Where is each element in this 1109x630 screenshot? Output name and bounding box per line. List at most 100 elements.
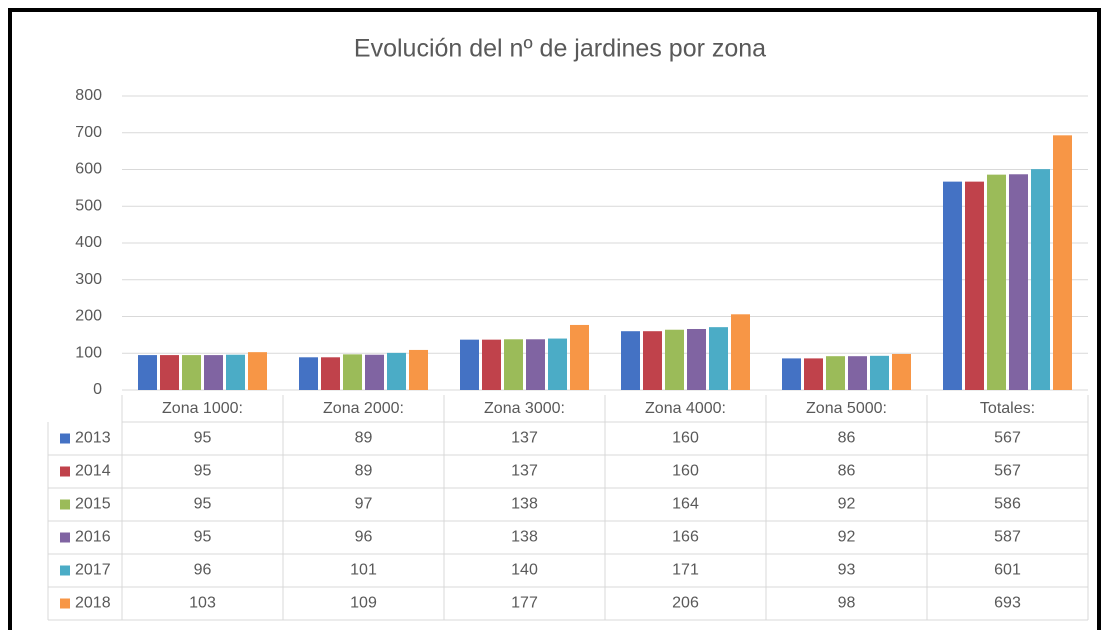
y-tick-label: 300 [75, 271, 102, 288]
x-tick-label: Totales: [980, 400, 1035, 417]
table-cell: 567 [994, 463, 1021, 480]
legend-swatch [60, 532, 70, 543]
bar [965, 181, 984, 390]
bar [826, 356, 845, 390]
bar [643, 331, 662, 390]
table-cell: 160 [672, 430, 699, 447]
table-cell: 587 [994, 529, 1021, 546]
table-cell: 137 [511, 463, 538, 480]
y-tick-label: 700 [75, 124, 102, 141]
legend-swatch [60, 466, 70, 477]
table-cell: 171 [672, 562, 699, 579]
table-cell: 95 [194, 529, 212, 546]
y-tick-label: 400 [75, 234, 102, 251]
bar [782, 358, 801, 390]
bar [482, 339, 501, 390]
table-cell: 96 [355, 529, 373, 546]
bar [182, 355, 201, 390]
table-cell: 95 [194, 496, 212, 513]
x-tick-label: Zona 3000: [484, 400, 565, 417]
y-tick-label: 0 [93, 381, 102, 398]
y-tick-label: 800 [75, 87, 102, 104]
table-cell: 103 [189, 595, 216, 612]
bar [570, 324, 589, 390]
chart-title: Evolución del nº de jardines por zona [354, 35, 766, 63]
bar [848, 356, 867, 390]
bar [987, 174, 1006, 390]
bar [943, 181, 962, 390]
table-cell: 586 [994, 496, 1021, 513]
bar [687, 328, 706, 390]
table-cell: 177 [511, 595, 538, 612]
x-tick-label: Zona 4000: [645, 400, 726, 417]
legend-label: 2016 [75, 529, 111, 546]
legend-swatch [60, 433, 70, 444]
table-cell: 97 [355, 496, 373, 513]
table-cell: 95 [194, 463, 212, 480]
bar [299, 357, 318, 390]
legend-label: 2014 [75, 463, 111, 480]
table-cell: 140 [511, 562, 538, 579]
bar [204, 355, 223, 390]
table-cell: 138 [511, 496, 538, 513]
bar [1009, 174, 1028, 390]
legend-label: 2018 [75, 595, 111, 612]
y-tick-label: 200 [75, 308, 102, 325]
bar [504, 339, 523, 390]
bar [138, 355, 157, 390]
table-cell: 160 [672, 463, 699, 480]
legend-swatch [60, 499, 70, 510]
bar [1031, 169, 1050, 390]
y-tick-label: 100 [75, 344, 102, 361]
x-tick-label: Zona 5000: [806, 400, 887, 417]
table-cell: 92 [838, 496, 856, 513]
bar [665, 329, 684, 390]
bar [548, 338, 567, 390]
bar [709, 327, 728, 390]
y-tick-label: 600 [75, 161, 102, 178]
bar [621, 331, 640, 390]
table-cell: 89 [355, 430, 373, 447]
table-cell: 601 [994, 562, 1021, 579]
x-tick-label: Zona 1000: [162, 400, 243, 417]
table-cell: 166 [672, 529, 699, 546]
table-cell: 95 [194, 430, 212, 447]
bar [804, 358, 823, 390]
bar [1053, 135, 1072, 390]
y-tick-label: 500 [75, 197, 102, 214]
bar [365, 354, 384, 390]
table-cell: 86 [838, 430, 856, 447]
bar [892, 353, 911, 390]
table-cell: 98 [838, 595, 856, 612]
legend-label: 2013 [75, 430, 111, 447]
bar [870, 355, 889, 390]
table-cell: 101 [350, 562, 377, 579]
bar [731, 314, 750, 390]
legend-label: 2015 [75, 496, 111, 513]
frame [8, 8, 1101, 630]
table-cell: 206 [672, 595, 699, 612]
bar [343, 354, 362, 390]
legend-label: 2017 [75, 562, 111, 579]
table-cell: 86 [838, 463, 856, 480]
legend-swatch [60, 565, 70, 576]
x-tick-label: Zona 2000: [323, 400, 404, 417]
table-cell: 137 [511, 430, 538, 447]
table-cell: 567 [994, 430, 1021, 447]
table-cell: 89 [355, 463, 373, 480]
table-cell: 96 [194, 562, 212, 579]
bar [460, 339, 479, 390]
table-cell: 92 [838, 529, 856, 546]
table-cell: 138 [511, 529, 538, 546]
bar [226, 354, 245, 390]
bar [409, 349, 428, 390]
table-cell: 109 [350, 595, 377, 612]
bar [248, 352, 267, 390]
bar [526, 339, 545, 390]
bar [160, 355, 179, 390]
legend-swatch [60, 598, 70, 609]
bar [387, 352, 406, 390]
table-cell: 93 [838, 562, 856, 579]
